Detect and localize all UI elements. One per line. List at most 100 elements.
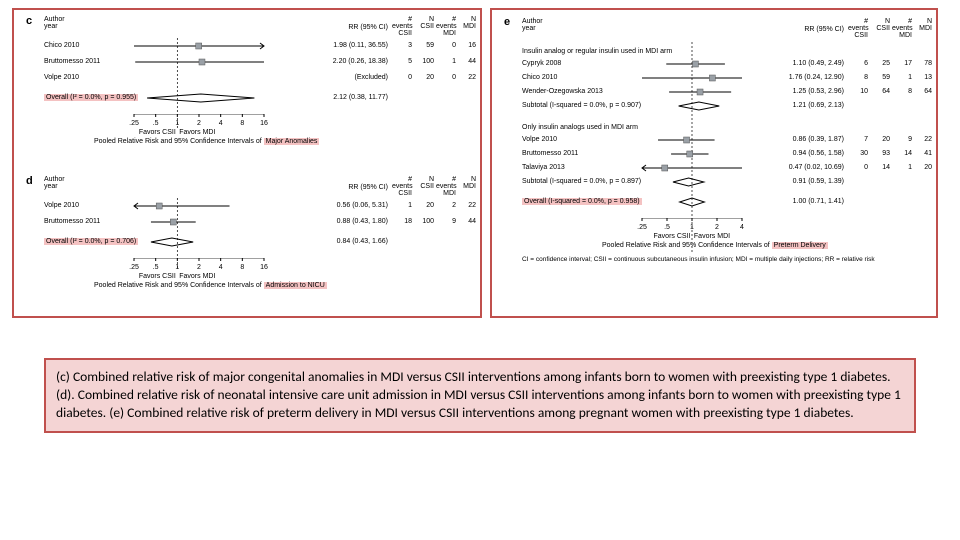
caption-text: (c) Combined relative risk of major cong… (56, 368, 901, 421)
header-n2: NMDI (456, 16, 476, 30)
n-csii: 14 (870, 164, 890, 171)
forest-row (492, 72, 762, 84)
events-csii: 30 (848, 150, 868, 157)
svg-text:4: 4 (219, 120, 223, 127)
rr-value: 1.98 (0.11, 36.55) (333, 42, 388, 49)
svg-text:1: 1 (690, 224, 694, 231)
svg-text:.25: .25 (129, 264, 139, 271)
forest-row (14, 200, 284, 212)
rr-value: 0.86 (0.39, 1.87) (793, 136, 844, 143)
forest-diamond (492, 195, 762, 209)
forest-diamond (492, 99, 762, 113)
events-mdi: 9 (436, 218, 456, 225)
n-mdi: 13 (912, 74, 932, 81)
svg-text:4: 4 (219, 264, 223, 271)
events-mdi: 9 (892, 136, 912, 143)
svg-text:2: 2 (715, 224, 719, 231)
forest-row (14, 40, 284, 52)
events-csii: 0 (848, 164, 868, 171)
overall-rr: 1.21 (0.69, 2.13) (793, 102, 844, 109)
svg-text:8: 8 (240, 120, 244, 127)
subpanel-e: eAuthoryearRR (95% CI)#eventsCSIINCSII#e… (492, 10, 936, 316)
events-mdi: 1 (892, 164, 912, 171)
plot-title: Pooled Relative Risk and 95% Confidence … (94, 282, 327, 289)
group2-title: Only insulin analogs used in MDI arm (522, 124, 612, 131)
n-mdi: 78 (912, 60, 932, 67)
events-mdi: 2 (436, 202, 456, 209)
overall-rr: 2.12 (0.38, 11.77) (333, 94, 388, 101)
events-mdi: 1 (892, 74, 912, 81)
forest-row (492, 162, 762, 174)
overall-rr: 0.91 (0.59, 1.39) (793, 178, 844, 185)
events-csii: 8 (848, 74, 868, 81)
header-n1: NCSII (414, 176, 434, 190)
subpanel-c: cAuthoryearRR (95% CI)#eventsCSIINCSII#e… (14, 10, 480, 170)
svg-text:Favors CSII: Favors CSII (654, 233, 691, 240)
header-n2: NMDI (456, 176, 476, 190)
n-mdi: 44 (456, 58, 476, 65)
panel-label-d: d (26, 175, 33, 187)
events-mdi: 17 (892, 60, 912, 67)
forest-row (492, 148, 762, 160)
rr-value: 0.56 (0.06, 5.31) (337, 202, 388, 209)
svg-text:.25: .25 (637, 224, 647, 231)
n-csii: 93 (870, 150, 890, 157)
events-csii: 18 (392, 218, 412, 225)
header-n2: NMDI (912, 18, 932, 32)
header-rr: RR (95% CI) (348, 184, 388, 191)
svg-text:.5: .5 (664, 224, 670, 231)
plot-title: Pooled Relative Risk and 95% Confidence … (94, 138, 319, 145)
n-csii: 20 (414, 74, 434, 81)
events-mdi: 0 (436, 74, 456, 81)
events-csii: 3 (392, 42, 412, 49)
events-csii: 5 (392, 58, 412, 65)
svg-text:.5: .5 (153, 264, 159, 271)
svg-text:16: 16 (260, 120, 268, 127)
forest-row (14, 216, 284, 228)
svg-text:.5: .5 (153, 120, 159, 127)
events-csii: 10 (848, 88, 868, 95)
svg-text:8: 8 (240, 264, 244, 271)
svg-text:16: 16 (260, 264, 268, 271)
events-mdi: 1 (436, 58, 456, 65)
n-mdi: 22 (456, 202, 476, 209)
n-csii: 64 (870, 88, 890, 95)
header-e1: #eventsCSII (392, 16, 412, 37)
n-mdi: 16 (456, 42, 476, 49)
svg-text:Favors MDI: Favors MDI (694, 233, 730, 240)
n-csii: 100 (414, 58, 434, 65)
events-csii: 0 (392, 74, 412, 81)
header-e2: #eventsMDI (436, 176, 456, 197)
svg-text:1: 1 (175, 120, 179, 127)
forest-row (492, 86, 762, 98)
forest-diamond (492, 175, 762, 189)
n-csii: 20 (870, 136, 890, 143)
n-mdi: 64 (912, 88, 932, 95)
header-e1: #eventsCSII (848, 18, 868, 39)
svg-text:4: 4 (740, 224, 744, 231)
n-csii: 100 (414, 218, 434, 225)
panel-left: cAuthoryearRR (95% CI)#eventsCSIINCSII#e… (12, 8, 482, 318)
header-e1: #eventsCSII (392, 176, 412, 197)
svg-text:1: 1 (175, 264, 179, 271)
forest-row (492, 58, 762, 70)
rr-value: 0.88 (0.43, 1.80) (337, 218, 388, 225)
subpanel-d: dAuthoryearRR (95% CI)#eventsCSIINCSII#e… (14, 170, 480, 318)
header-n1: NCSII (414, 16, 434, 30)
header-e2: #eventsMDI (892, 18, 912, 39)
n-csii: 59 (870, 74, 890, 81)
events-mdi: 14 (892, 150, 912, 157)
rr-value: 0.47 (0.02, 10.69) (789, 164, 844, 171)
events-csii: 6 (848, 60, 868, 67)
svg-text:Favors CSII: Favors CSII (139, 273, 176, 280)
events-mdi: 0 (436, 42, 456, 49)
overall-rr: 0.84 (0.43, 1.66) (337, 238, 388, 245)
svg-text:Favors MDI: Favors MDI (179, 129, 215, 136)
group1-title: Insulin analog or regular insulin used i… (522, 48, 612, 55)
rr-value: 1.25 (0.53, 2.96) (793, 88, 844, 95)
panels-container: cAuthoryearRR (95% CI)#eventsCSIINCSII#e… (0, 0, 960, 318)
n-mdi: 22 (912, 136, 932, 143)
n-csii: 59 (414, 42, 434, 49)
n-mdi: 44 (456, 218, 476, 225)
panel-right: eAuthoryearRR (95% CI)#eventsCSIINCSII#e… (490, 8, 938, 318)
